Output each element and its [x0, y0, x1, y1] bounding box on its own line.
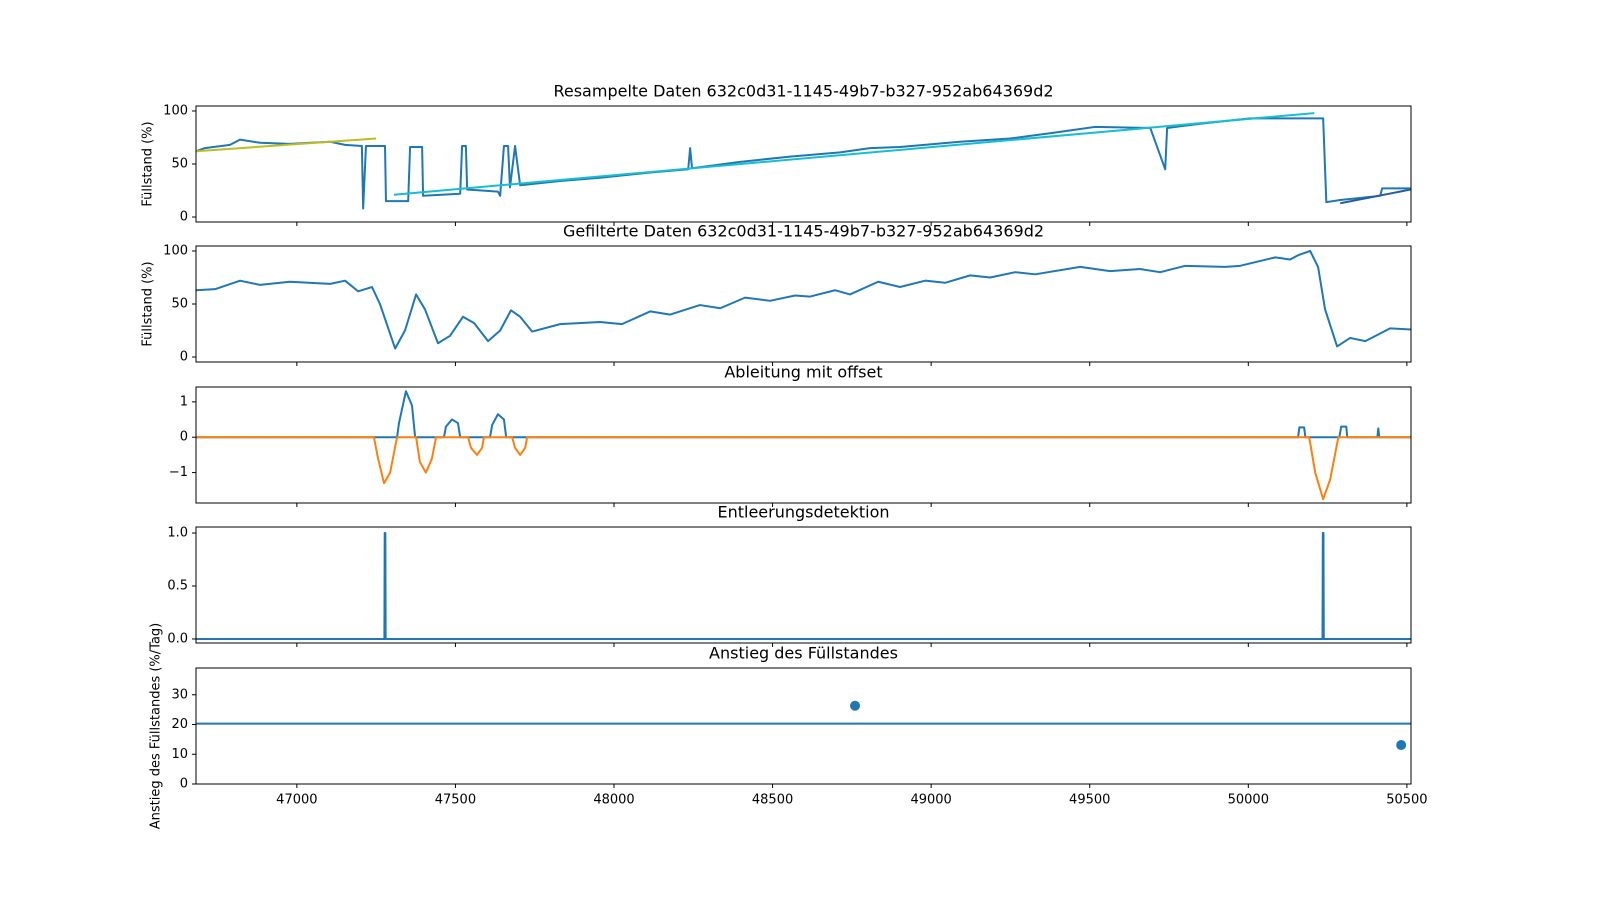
- scatter-point: [1396, 740, 1407, 751]
- y-tick-label: 0: [180, 210, 188, 225]
- panel: Gefilterte Daten 632c0d31-1145-49b7-b327…: [141, 222, 1412, 366]
- y-tick-label: 20: [171, 717, 188, 732]
- y-axis-label: Füllstand (%): [141, 261, 156, 346]
- data-line: [1340, 188, 1412, 205]
- y-tick-label: −1: [169, 465, 188, 480]
- y-axis-label: Füllstand (%): [141, 121, 156, 206]
- axes-frame: [195, 386, 1412, 504]
- y-tick-label: 0: [180, 430, 188, 445]
- y-tick-label: 0: [180, 777, 188, 792]
- panel: Entleerungsdetektion 0.0 0.5 1.0: [167, 503, 1412, 647]
- y-tick-label: 1: [180, 394, 188, 409]
- x-tick-label: 47000: [276, 793, 317, 808]
- y-tick-label: 100: [163, 103, 188, 118]
- x-tick-label: 47500: [435, 793, 476, 808]
- panel-title: Gefilterte Daten 632c0d31-1145-49b7-b327…: [563, 222, 1044, 241]
- scatter-point: [850, 700, 861, 711]
- y-tick-label: 50: [171, 297, 188, 312]
- data-line: [195, 137, 377, 153]
- y-tick-label: 0.5: [167, 579, 188, 594]
- y-tick-label: 1.0: [167, 526, 188, 541]
- x-tick-label: 48500: [752, 793, 793, 808]
- x-tick-label: 50500: [1386, 793, 1427, 808]
- data-line: [196, 436, 1411, 501]
- panel-title: Ableitung mit offset: [724, 363, 882, 382]
- y-tick-label: 10: [171, 747, 188, 762]
- data-line: [196, 532, 1411, 640]
- axes-frame: [195, 105, 1412, 223]
- axes-frame: [195, 667, 1412, 785]
- panel: Ableitung mit offset −1 0 1: [169, 363, 1412, 507]
- x-tick-label: 49000: [910, 793, 951, 808]
- y-tick-label: 0: [180, 350, 188, 365]
- data-line: [195, 249, 1412, 350]
- x-tick-label: 48000: [593, 793, 634, 808]
- y-axis-label: Anstieg des Füllstandes (%/Tag): [149, 623, 164, 830]
- data-line: [393, 112, 1315, 196]
- y-tick-label: 100: [163, 243, 188, 258]
- panel-title: Entleerungsdetektion: [717, 503, 889, 522]
- y-tick-label: 30: [171, 687, 188, 702]
- y-tick-label: 50: [171, 157, 188, 172]
- data-line: [195, 117, 1411, 210]
- axes-frame: [195, 526, 1412, 644]
- data-line: [196, 390, 1411, 439]
- x-tick-label: 50000: [1228, 793, 1269, 808]
- x-tick-label: 49500: [1069, 793, 1110, 808]
- y-tick-label: 0.0: [167, 631, 188, 646]
- panel: Resampelte Daten 632c0d31-1145-49b7-b327…: [141, 82, 1412, 226]
- axes-frame: [195, 245, 1412, 363]
- panel-title: Anstieg des Füllstandes: [709, 644, 898, 663]
- panel: Anstieg des Füllstandes Anstieg des Fülls…: [149, 623, 1428, 830]
- panel-title: Resampelte Daten 632c0d31-1145-49b7-b327…: [553, 82, 1053, 101]
